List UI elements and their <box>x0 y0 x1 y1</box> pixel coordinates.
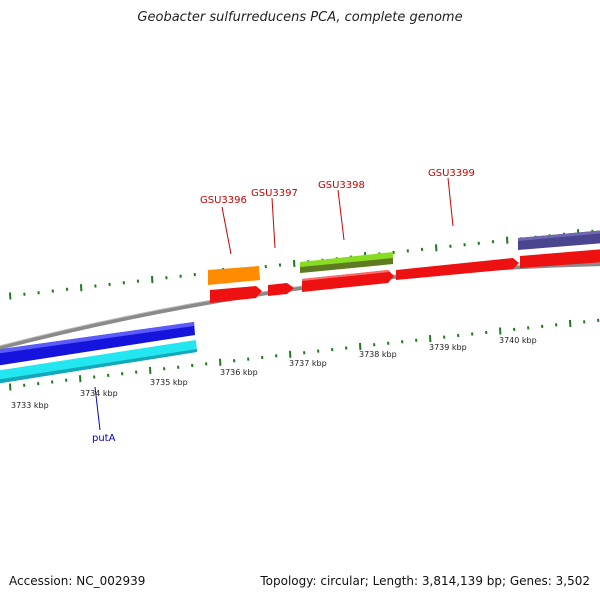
leader-gsu3399 <box>447 177 454 227</box>
leader-gsu3397 <box>271 197 276 249</box>
label-puta[interactable]: putA <box>92 433 116 444</box>
label-gsu3396[interactable]: GSU3396 <box>200 195 247 206</box>
scale-label: 3735 kbp <box>150 378 188 387</box>
gene-red-3[interactable] <box>302 270 394 292</box>
scale-label: 3734 kbp <box>80 389 118 398</box>
scale-label: 3738 kbp <box>359 350 397 359</box>
accession-label: Accession: NC_002939 <box>9 574 146 588</box>
leader-gsu3396 <box>221 206 232 255</box>
leader-puta <box>94 386 101 431</box>
gene-blue[interactable] <box>0 322 195 366</box>
scale-label: 3740 kbp <box>499 336 537 345</box>
gene-slate-partial[interactable] <box>518 230 600 250</box>
label-gsu3398[interactable]: GSU3398 <box>318 180 365 191</box>
gene-track-forward <box>208 230 600 303</box>
chromosome-backbone-highlight <box>0 261 600 347</box>
gene-red-4[interactable] <box>396 258 519 280</box>
leader-gsu3398 <box>337 189 345 241</box>
topology-label: Topology: circular; Length: 3,814,139 bp… <box>260 574 590 588</box>
label-gsu3397[interactable]: GSU3397 <box>251 188 298 199</box>
gene-track-reverse <box>0 322 197 384</box>
gene-puta-cyan-shade <box>0 349 197 384</box>
gene-red-1[interactable] <box>210 286 262 303</box>
scale-label: 3737 kbp <box>289 359 327 368</box>
scale-labels: 3733 kbp 3734 kbp 3735 kbp 3736 kbp 3737… <box>11 336 537 410</box>
scale-label: 3736 kbp <box>220 368 258 377</box>
genome-title: Geobacter sulfurreducens PCA, complete g… <box>137 10 463 25</box>
lower-scale-ticks <box>9 318 600 391</box>
gene-slate-partial-top <box>518 230 600 241</box>
gene-gsu3398-olive[interactable] <box>300 258 393 273</box>
gene-blue-highlight <box>0 322 194 354</box>
gene-red-5[interactable] <box>520 249 600 268</box>
label-gsu3399[interactable]: GSU3399 <box>428 168 475 179</box>
scale-label: 3733 kbp <box>11 401 49 410</box>
gene-label-leaders <box>94 177 454 431</box>
gene-red-2[interactable] <box>268 283 294 296</box>
gene-gsu3396-orange[interactable] <box>208 266 260 285</box>
scale-label: 3739 kbp <box>429 343 467 352</box>
chromosome-backbone <box>0 262 600 350</box>
gene-red-highlight <box>302 270 389 281</box>
